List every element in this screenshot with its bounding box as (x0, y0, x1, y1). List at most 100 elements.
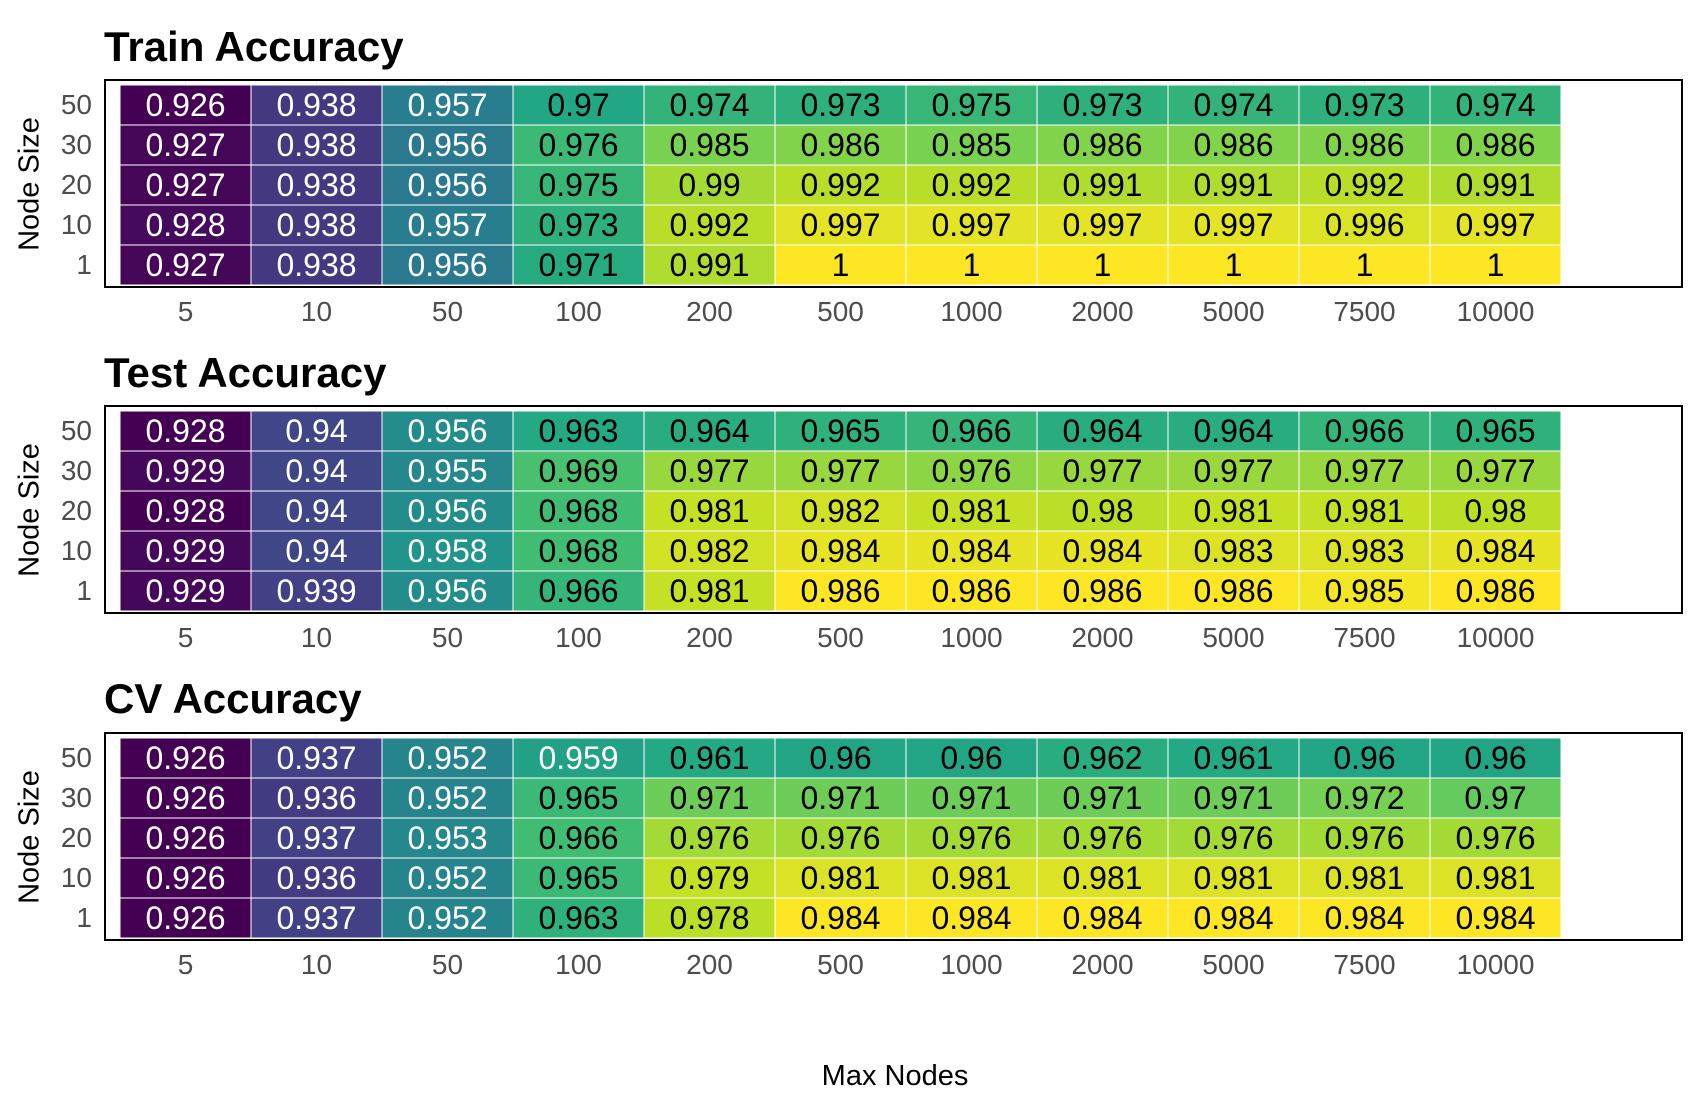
heatmap-cell (381, 530, 514, 572)
cell-value-label: 0.98 (1464, 493, 1526, 529)
heatmap-cell (905, 84, 1038, 126)
heatmap-cell (1298, 490, 1431, 532)
cell-value-label: 0.94 (285, 413, 347, 449)
heatmap-cell (381, 777, 514, 819)
x-tick-label: 5 (177, 622, 194, 653)
cell-value-label: 0.965 (538, 780, 618, 816)
cell-value-label: 0.984 (800, 533, 880, 569)
x-tick-label: 200 (686, 949, 733, 980)
heatmap-cell (1298, 570, 1431, 612)
cell-value-label: 0.979 (669, 860, 749, 896)
cell-value-label: 0.981 (669, 493, 749, 529)
cell-value-label: 0.99 (678, 167, 740, 203)
heatmap-panel: 0.926 0.938 0.957 0.97 0.974 0.973 0.975 0.973 0… (104, 79, 1683, 288)
heatmap-cell (250, 410, 383, 452)
cell-value-label: 0.974 (669, 87, 749, 123)
cell-value-label: 0.977 (1455, 453, 1535, 489)
x-tick-label: 100 (555, 296, 602, 327)
x-tick-label: 2000 (1071, 949, 1134, 980)
cell-value-label: 0.981 (1062, 860, 1142, 896)
heatmap-cell (250, 570, 383, 612)
cell-value-label: 0.976 (538, 127, 618, 163)
heatmap-cell (119, 450, 252, 492)
cell-value-label: 0.956 (407, 247, 487, 283)
cell-value-label: 0.984 (1062, 533, 1142, 569)
cell-value-label: 0.978 (669, 900, 749, 936)
heatmap-cell (250, 857, 383, 899)
x-tick-label: 10 (300, 949, 333, 980)
cell-value-label: 0.928 (145, 493, 225, 529)
heatmap-cell (250, 897, 383, 939)
cell-value-label: 1 (963, 247, 981, 283)
cell-value-label: 0.991 (1062, 167, 1142, 203)
heatmap-cell (119, 857, 252, 899)
cell-value-label: 0.968 (538, 493, 618, 529)
heatmap-cell (643, 490, 776, 532)
cell-value-label: 0.938 (276, 87, 356, 123)
y-tick-label: 30 (60, 129, 92, 160)
heatmap-cell (512, 450, 645, 492)
heatmap-cell (1167, 124, 1300, 166)
cell-value-label: 0.966 (538, 573, 618, 609)
cell-value-label: 0.986 (1455, 573, 1535, 609)
cell-value-label: 0.938 (276, 247, 356, 283)
heatmap-cell (1429, 570, 1562, 612)
cell-value-label: 0.953 (407, 820, 487, 856)
y-tick-label: 1 (76, 575, 92, 606)
cell-value-label: 0.981 (931, 493, 1011, 529)
cell-value-label: 0.997 (1455, 207, 1535, 243)
heatmap-cell (774, 570, 907, 612)
y-tick-label: 30 (60, 782, 92, 813)
cell-value-label: 0.981 (1193, 493, 1273, 529)
heatmap-cell (774, 84, 907, 126)
heatmap-cell (119, 164, 252, 206)
cell-value-label: 0.952 (407, 900, 487, 936)
cell-value-label: 0.984 (1193, 900, 1273, 936)
heatmap-cell (905, 244, 1038, 286)
cell-value-label: 0.97 (1464, 780, 1526, 816)
heatmap-cell (512, 244, 645, 286)
heatmap-cell (643, 450, 776, 492)
cell-value-label: 0.992 (931, 167, 1011, 203)
x-tick-label: 5000 (1202, 296, 1265, 327)
x-tick-label: 500 (817, 949, 864, 980)
heatmap-cell (774, 817, 907, 859)
heatmap-cell (1429, 530, 1562, 572)
cell-value-label: 0.937 (276, 740, 356, 776)
heatmap-cell (643, 204, 776, 246)
heatmap-cell (119, 817, 252, 859)
heatmap-cell (512, 204, 645, 246)
cell-value-label: 0.956 (407, 413, 487, 449)
heatmap-cell (905, 204, 1038, 246)
heatmap-panel: 0.928 0.94 0.956 0.963 0.964 0.965 0.966 0.964 0… (104, 405, 1683, 614)
x-tick-label: 2000 (1071, 622, 1134, 653)
cell-value-label: 0.963 (538, 413, 618, 449)
cell-value-label: 0.981 (931, 860, 1011, 896)
cell-value-label: 0.971 (538, 247, 618, 283)
cell-value-label: 0.937 (276, 900, 356, 936)
y-tick-label: 10 (60, 535, 92, 566)
cell-value-label: 0.971 (669, 780, 749, 816)
y-axis-label-text: Node Size (13, 116, 46, 251)
heatmap-cell (381, 450, 514, 492)
cell-value-label: 0.986 (800, 573, 880, 609)
heatmap-cell (1167, 570, 1300, 612)
heatmap-cell (512, 84, 645, 126)
heatmap-cell (1036, 410, 1169, 452)
cell-value-label: 0.976 (931, 820, 1011, 856)
heatmap-cell (905, 777, 1038, 819)
x-tick-label: 50 (431, 622, 464, 653)
cell-value-label: 0.971 (800, 780, 880, 816)
x-tick-label: 10000 (1456, 622, 1535, 653)
cell-value-label: 0.986 (1062, 573, 1142, 609)
heatmap-cell (512, 570, 645, 612)
cell-value-label: 0.997 (931, 207, 1011, 243)
cell-value-label: 0.965 (1455, 413, 1535, 449)
cell-value-label: 0.956 (407, 167, 487, 203)
x-axis-label: Max Nodes (821, 1060, 969, 1092)
cell-value-label: 0.984 (931, 900, 1011, 936)
x-tick-label: 5000 (1202, 949, 1265, 980)
heatmap-cell (512, 817, 645, 859)
cell-value-label: 0.973 (1062, 87, 1142, 123)
heatmap-cell (250, 777, 383, 819)
